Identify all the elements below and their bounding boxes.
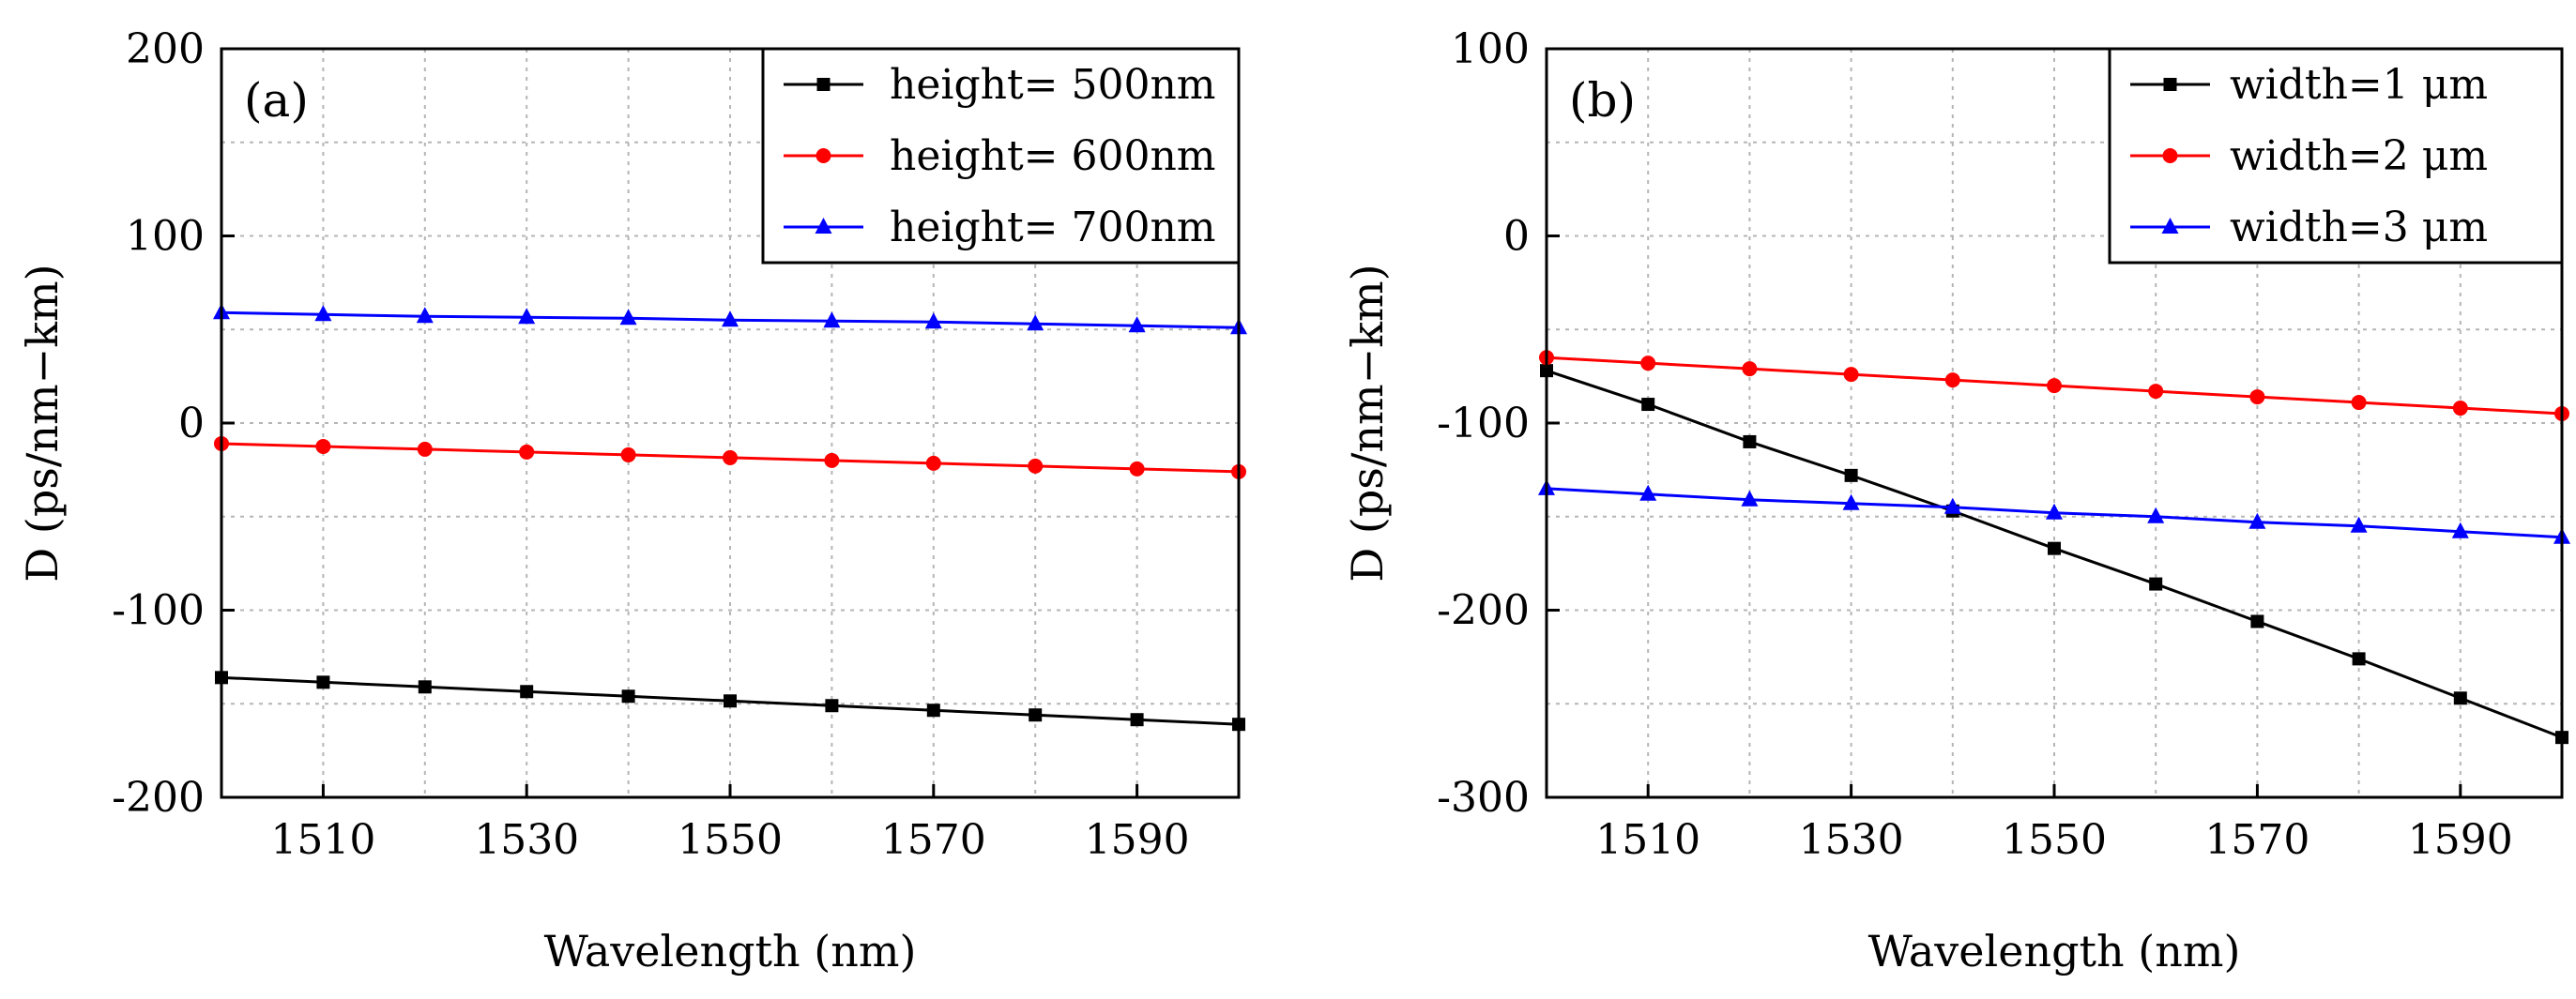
data-point [619,309,637,325]
y-tick-label: 200 [126,25,205,73]
x-tick-label: 1570 [881,816,986,864]
data-point [518,308,536,325]
x-tick-label: 1530 [1799,816,1904,864]
y-axis-title: D (ps/nm−km) [17,264,68,582]
y-tick-label: -200 [1437,587,1530,635]
data-point [2352,652,2366,666]
data-point [520,685,534,699]
data-point [1843,367,1859,383]
panel-label: (a) [244,73,309,128]
x-tick-label: 1590 [2408,816,2513,864]
data-point [1128,316,1146,333]
y-tick-label: 100 [126,213,205,261]
data-point [722,310,739,327]
data-point [724,694,737,708]
y-tick-label: 0 [178,400,205,447]
legend-marker-1 [815,148,831,163]
data-point [1742,361,1758,377]
data-point [1944,372,1960,388]
data-point [2048,541,2061,555]
data-point [1130,713,1144,727]
legend-label-0: width=1 μm [2230,61,2488,109]
data-point [1741,490,1759,507]
data-point [824,452,840,468]
data-point [519,444,535,460]
data-point [2250,614,2264,628]
data-point [2147,507,2165,523]
legend-marker-0 [816,78,831,91]
data-point [314,305,332,322]
legend-label-1: height= 600nm [890,132,1216,180]
data-point [1129,461,1145,477]
data-point [1028,458,1044,474]
chart-panel-a: 1510 1530 1550 1570 1590 -200 -100 0 100 200 Wavel… [17,25,1247,976]
data-point [823,311,841,328]
data-point [315,438,331,454]
x-tick-label: 1510 [1595,816,1700,864]
data-point [1842,493,1860,510]
data-point [1640,356,1656,371]
y-tick-label: -200 [112,774,205,822]
data-point [2149,577,2163,591]
legend-marker-2 [2161,218,2179,234]
legend: width=1 μm width=2 μm width=3 μm [2108,47,2564,265]
data-point [2148,384,2164,400]
legend-label-1: width=2 μm [2230,132,2488,180]
data-point [621,689,635,704]
legend-marker-0 [2163,78,2177,91]
x-axis-title: Wavelength (nm) [1868,926,2241,976]
data-point [2046,503,2063,520]
data-point [1639,484,1657,501]
data-point [1641,398,1655,412]
data-point [925,455,941,471]
data-point [825,699,839,713]
data-point [2350,516,2368,533]
data-point [1027,314,1044,331]
data-point [2453,691,2467,705]
data-point [2351,395,2367,411]
data-point [416,307,434,324]
data-point [2249,389,2265,405]
x-tick-label: 1590 [1085,816,1190,864]
data-point [417,441,433,457]
legend-label-0: height= 500nm [890,61,1216,109]
data-point [316,675,330,689]
data-point [2451,522,2469,538]
chart-panel-b: 1510 1530 1550 1570 1590 -300 -200 -100 0 100 Wave… [1342,25,2570,976]
data-point [1029,708,1043,722]
panel-label: (b) [1569,73,1636,128]
y-tick-label: -300 [1437,774,1530,822]
data-point [1844,468,1858,482]
y-tick-label: 100 [1451,25,1530,73]
data-point [926,704,940,718]
legend-label-2: height= 700nm [890,204,1216,251]
legend: height= 500nm height= 600nm height= 700nm [761,47,1241,265]
data-point [2248,512,2266,529]
x-tick-label: 1530 [474,816,579,864]
data-point [620,447,636,462]
data-point [1943,497,1961,514]
legend-label-2: width=3 μm [2230,204,2488,251]
x-tick-label: 1550 [678,816,783,864]
y-tick-label: -100 [1437,400,1530,447]
legend-marker-2 [815,218,832,234]
x-tick-label: 1550 [2002,816,2107,864]
data-point [924,312,942,329]
x-tick-label: 1570 [2204,816,2309,864]
x-tick-label: 1510 [270,816,375,864]
data-point [2452,401,2468,416]
data-point [723,449,738,465]
legend-marker-1 [2162,148,2178,163]
y-tick-label: 0 [1503,213,1530,261]
x-axis-title: Wavelength (nm) [544,926,917,976]
data-point [418,680,432,694]
data-point [2047,378,2062,394]
y-tick-label: -100 [112,587,205,635]
y-axis-title: D (ps/nm−km) [1342,264,1393,582]
data-point [1743,434,1757,448]
